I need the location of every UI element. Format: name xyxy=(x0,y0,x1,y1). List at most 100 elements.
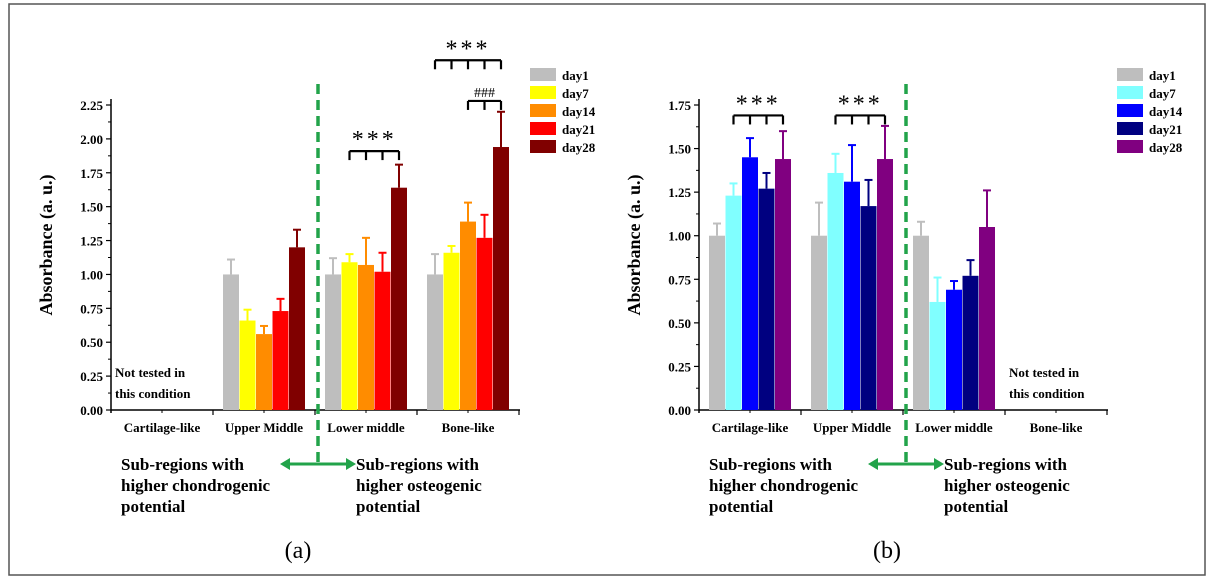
significance-label: *** xyxy=(736,91,781,117)
x-tick-label: Bone-like xyxy=(442,420,495,435)
legend-label: day21 xyxy=(1149,122,1182,137)
bar xyxy=(811,235,827,410)
arrow-head-left xyxy=(868,458,878,470)
y-tick-label: 1.50 xyxy=(80,200,103,215)
bar xyxy=(325,274,341,410)
legend-label: day14 xyxy=(562,104,596,119)
annotation-chondrogenic: potential xyxy=(709,497,774,516)
annotation-chondrogenic: Sub-regions with xyxy=(121,455,245,474)
bar xyxy=(913,235,929,410)
bar xyxy=(272,311,289,410)
y-tick-label: 0.00 xyxy=(668,403,691,418)
y-tick-label: 0.50 xyxy=(668,316,691,331)
arrow-head-right xyxy=(346,458,356,470)
legend-swatch xyxy=(1117,86,1143,99)
y-tick-label: 0.25 xyxy=(668,359,691,374)
annotation-osteogenic: Sub-regions with xyxy=(944,455,1068,474)
bar xyxy=(476,237,493,410)
bar xyxy=(443,252,460,410)
bar xyxy=(358,264,374,410)
y-tick-label: 0.50 xyxy=(80,335,103,350)
x-tick-label: Upper Middle xyxy=(225,420,303,435)
legend-label: day28 xyxy=(1149,140,1183,155)
legend-swatch xyxy=(530,86,556,99)
y-axis-label: Absorbance (a. u.) xyxy=(624,174,645,315)
panel-label: (b) xyxy=(873,538,901,564)
bar xyxy=(979,227,995,410)
y-tick-label: 0.75 xyxy=(668,272,691,287)
bar xyxy=(844,181,860,410)
bar xyxy=(493,147,509,410)
annotation-osteogenic: potential xyxy=(944,497,1009,516)
bar xyxy=(758,188,775,410)
annotation-osteogenic: higher osteogenic xyxy=(356,476,482,495)
legend-label: day7 xyxy=(562,86,589,101)
arrow-head-left xyxy=(280,458,290,470)
legend-label: day1 xyxy=(562,68,589,83)
y-tick-label: 0.00 xyxy=(80,403,103,418)
x-tick-label: Upper Middle xyxy=(813,420,891,435)
annotation-chondrogenic: Sub-regions with xyxy=(709,455,833,474)
bar xyxy=(239,320,256,410)
bar xyxy=(929,301,946,410)
significance-label: ### xyxy=(474,86,495,101)
legend-label: day7 xyxy=(1149,86,1176,101)
legend-swatch xyxy=(1117,68,1143,81)
y-tick-label: 2.25 xyxy=(80,98,103,113)
bar xyxy=(391,187,407,410)
bar xyxy=(223,274,239,410)
legend-swatch xyxy=(530,68,556,81)
not-tested-note: Not tested in xyxy=(115,365,186,380)
legend-label: day1 xyxy=(1149,68,1176,83)
y-tick-label: 1.50 xyxy=(668,142,691,157)
y-tick-label: 1.25 xyxy=(668,185,691,200)
legend-label: day21 xyxy=(562,122,595,137)
significance-bracket: ### xyxy=(466,86,503,110)
panel-a: Absorbance (a. u.) (a) 0.00 0.25 0.50 0.75 1… xyxy=(36,36,596,564)
figure-border xyxy=(8,3,1206,576)
bar xyxy=(827,172,844,410)
legend-swatch xyxy=(1117,104,1143,117)
x-tick-label: Cartilage-like xyxy=(124,420,201,435)
bar xyxy=(725,195,742,410)
significance-bracket: *** xyxy=(834,91,887,125)
annotation-osteogenic: Sub-regions with xyxy=(356,455,480,474)
y-tick-label: 1.25 xyxy=(80,234,103,249)
legend-label: day14 xyxy=(1149,104,1183,119)
bar xyxy=(962,275,979,410)
significance-label: *** xyxy=(446,36,491,62)
bar xyxy=(341,262,358,410)
significance-label: *** xyxy=(352,127,397,153)
bar xyxy=(289,247,305,410)
panel-label: (a) xyxy=(285,538,312,564)
bar xyxy=(946,289,962,410)
legend-swatch xyxy=(530,122,556,135)
y-tick-label: 1.75 xyxy=(80,166,103,181)
not-tested-note: this condition xyxy=(115,386,191,401)
bar xyxy=(775,159,791,410)
bar xyxy=(427,274,443,410)
x-tick-label: Lower middle xyxy=(327,420,405,435)
y-tick-label: 0.25 xyxy=(80,369,103,384)
bar xyxy=(877,159,893,410)
x-tick-label: Bone-like xyxy=(1030,420,1083,435)
panel-b: Absorbance (a. u.) (b) 0.00 0.25 0.50 0.75 1… xyxy=(624,68,1183,564)
legend-swatch xyxy=(530,104,556,117)
bar xyxy=(742,157,758,410)
annotation-chondrogenic: potential xyxy=(121,497,186,516)
y-tick-label: 1.00 xyxy=(80,267,103,282)
significance-bracket: *** xyxy=(732,91,785,125)
bar xyxy=(460,221,476,410)
annotation-osteogenic: higher osteogenic xyxy=(944,476,1070,495)
bar xyxy=(709,235,725,410)
annotation-osteogenic: potential xyxy=(356,497,421,516)
significance-label: *** xyxy=(838,91,883,117)
significance-bracket: *** xyxy=(348,127,401,161)
arrow-head-right xyxy=(934,458,944,470)
legend-label: day28 xyxy=(562,140,596,155)
bar xyxy=(374,271,391,410)
significance-bracket: *** xyxy=(433,36,503,70)
y-tick-label: 1.00 xyxy=(668,229,691,244)
annotation-chondrogenic: higher chondrogenic xyxy=(121,476,271,495)
